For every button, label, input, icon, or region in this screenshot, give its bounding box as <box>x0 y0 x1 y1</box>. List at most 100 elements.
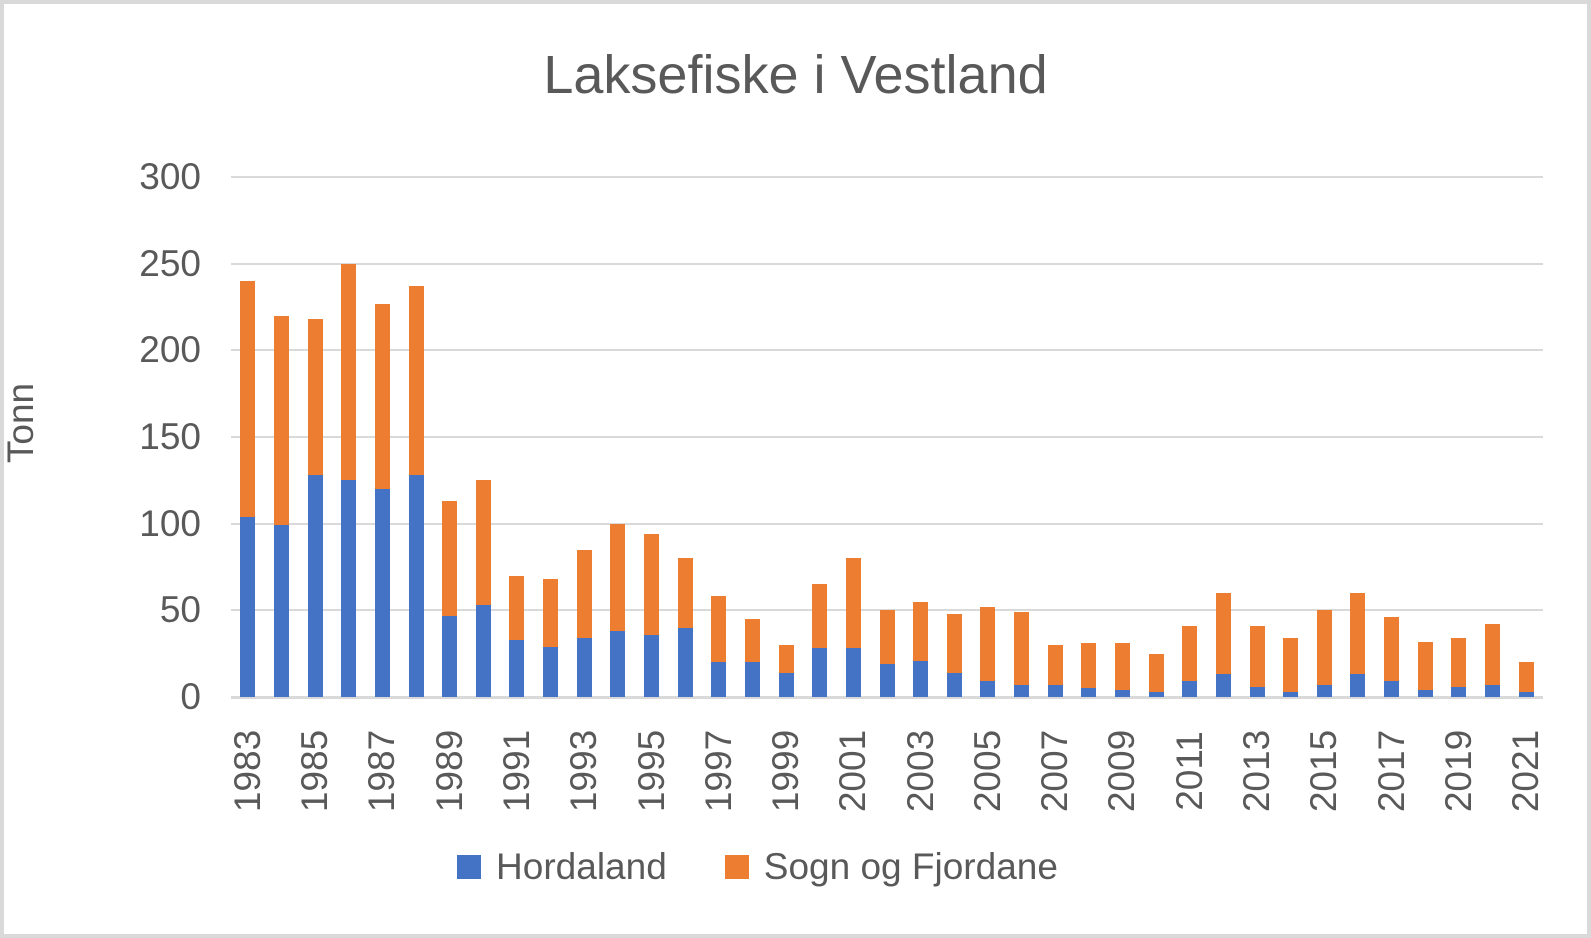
bar-1983 <box>240 281 256 697</box>
bar-segment-sogn-og-fjordane-1987 <box>374 303 390 489</box>
legend-swatch-icon <box>457 855 482 879</box>
bar-segment-hordaland-2020 <box>1485 684 1501 697</box>
y-tick-label-300: 300 <box>139 156 201 197</box>
bar-2014 <box>1283 638 1299 697</box>
x-tick-label-1995: 1995 <box>630 729 672 813</box>
bar-segment-hordaland-2009 <box>1114 690 1130 697</box>
gridline-200 <box>231 349 1543 352</box>
bar-segment-sogn-og-fjordane-2012 <box>1215 593 1231 675</box>
bar-1987 <box>374 303 390 697</box>
bar-segment-sogn-og-fjordane-2002 <box>879 610 895 665</box>
x-tick-label-2001: 2001 <box>832 729 874 813</box>
bar-segment-sogn-og-fjordane-1989 <box>442 501 458 616</box>
x-tick-label-2019: 2019 <box>1437 729 1479 813</box>
bar-segment-hordaland-1986 <box>341 480 357 697</box>
bar-1994 <box>610 523 626 697</box>
bar-segment-hordaland-2013 <box>1249 686 1265 697</box>
bar-2015 <box>1316 610 1332 697</box>
legend-label: Hordaland <box>496 846 667 887</box>
bar-1986 <box>341 263 357 697</box>
bar-segment-sogn-og-fjordane-2001 <box>845 558 861 649</box>
bar-segment-sogn-og-fjordane-2013 <box>1249 625 1265 687</box>
bar-segment-hordaland-1995 <box>644 634 659 697</box>
x-axis-line <box>231 696 1543 699</box>
bar-1998 <box>744 619 760 697</box>
bar-segment-sogn-og-fjordane-2009 <box>1114 643 1130 691</box>
bar-segment-sogn-og-fjordane-2017 <box>1384 617 1400 682</box>
x-tick-label-2015: 2015 <box>1303 729 1345 813</box>
gridline-300 <box>231 176 1543 178</box>
bar-segment-sogn-og-fjordane-1986 <box>341 263 357 481</box>
bar-segment-hordaland-1996 <box>677 627 693 697</box>
bar-segment-sogn-og-fjordane-1990 <box>475 480 491 606</box>
bar-segment-hordaland-2017 <box>1384 681 1400 697</box>
bar-1984 <box>273 315 289 697</box>
bar-segment-sogn-og-fjordane-1991 <box>509 575 525 640</box>
bar-2011 <box>1182 625 1198 697</box>
bar-segment-hordaland-1987 <box>374 489 390 697</box>
bar-segment-sogn-og-fjordane-1998 <box>744 619 760 663</box>
x-tick-label-1999: 1999 <box>765 729 807 813</box>
bar-2021 <box>1518 662 1534 697</box>
bar-2016 <box>1350 593 1366 697</box>
bar-segment-sogn-og-fjordane-2020 <box>1485 624 1501 685</box>
bar-segment-hordaland-1984 <box>273 525 289 697</box>
bar-1992 <box>543 579 559 697</box>
bar-segment-hordaland-1992 <box>543 646 559 697</box>
bar-segment-hordaland-2010 <box>1148 691 1164 697</box>
bar-2003 <box>913 601 929 697</box>
bar-2006 <box>1014 612 1030 697</box>
y-tick-label-150: 150 <box>139 416 201 457</box>
x-tick-label-2005: 2005 <box>966 729 1008 813</box>
gridline-150 <box>231 436 1543 438</box>
gridline-50 <box>231 609 1543 612</box>
bar-segment-hordaland-2003 <box>913 660 929 697</box>
bar-segment-hordaland-2016 <box>1350 674 1366 697</box>
bar-segment-sogn-og-fjordane-2008 <box>1081 643 1097 689</box>
bar-segment-hordaland-2005 <box>980 681 996 697</box>
bar-segment-sogn-og-fjordane-2016 <box>1350 593 1366 675</box>
bar-segment-sogn-og-fjordane-1984 <box>273 315 289 526</box>
bar-2018 <box>1417 641 1433 697</box>
bar-segment-hordaland-1988 <box>408 475 424 697</box>
bar-1985 <box>307 319 323 697</box>
bar-segment-hordaland-2014 <box>1283 691 1299 697</box>
bar-segment-sogn-og-fjordane-1992 <box>543 579 559 647</box>
gridline-100 <box>231 522 1543 525</box>
legend: Hordaland Sogn og Fjordane <box>4 846 1549 888</box>
bar-segment-hordaland-2012 <box>1215 674 1231 697</box>
bar-segment-hordaland-1994 <box>610 631 626 697</box>
bar-1997 <box>711 596 727 697</box>
bar-segment-sogn-og-fjordane-2019 <box>1451 638 1467 687</box>
gridline-250 <box>231 262 1543 265</box>
plot-area <box>231 176 1543 699</box>
bar-segment-hordaland-1997 <box>711 662 727 697</box>
bar-1989 <box>442 501 458 697</box>
bar-segment-sogn-og-fjordane-1995 <box>644 534 659 635</box>
x-tick-label-2021: 2021 <box>1505 729 1547 813</box>
legend-item-sogn-og-fjordane: Sogn og Fjordane <box>724 846 1058 888</box>
bar-segment-sogn-og-fjordane-1983 <box>240 281 256 517</box>
bar-segment-hordaland-2006 <box>1014 684 1030 697</box>
bar-segment-sogn-og-fjordane-1999 <box>778 645 794 673</box>
bar-segment-sogn-og-fjordane-1985 <box>307 319 323 476</box>
bar-1991 <box>509 575 525 697</box>
bar-segment-sogn-og-fjordane-2015 <box>1316 610 1332 685</box>
y-tick-label-200: 200 <box>139 329 201 371</box>
bar-segment-sogn-og-fjordane-1996 <box>677 558 693 628</box>
bar-segment-hordaland-1983 <box>240 516 256 697</box>
bar-segment-hordaland-2002 <box>879 664 895 697</box>
x-tick-label-2007: 2007 <box>1034 729 1076 813</box>
bar-segment-sogn-og-fjordane-2018 <box>1417 641 1433 691</box>
bar-segment-sogn-og-fjordane-2007 <box>1047 645 1063 685</box>
bar-segment-hordaland-2000 <box>812 648 828 697</box>
bar-segment-sogn-og-fjordane-1994 <box>610 523 626 632</box>
bar-segment-hordaland-1993 <box>576 638 592 697</box>
bar-segment-hordaland-2011 <box>1182 681 1198 697</box>
bar-segment-sogn-og-fjordane-1988 <box>408 286 424 476</box>
bar-segment-hordaland-2007 <box>1047 684 1063 697</box>
x-tick-label-1993: 1993 <box>563 729 605 813</box>
bar-1995 <box>644 534 659 697</box>
y-axis-title: Tonn <box>0 382 41 464</box>
